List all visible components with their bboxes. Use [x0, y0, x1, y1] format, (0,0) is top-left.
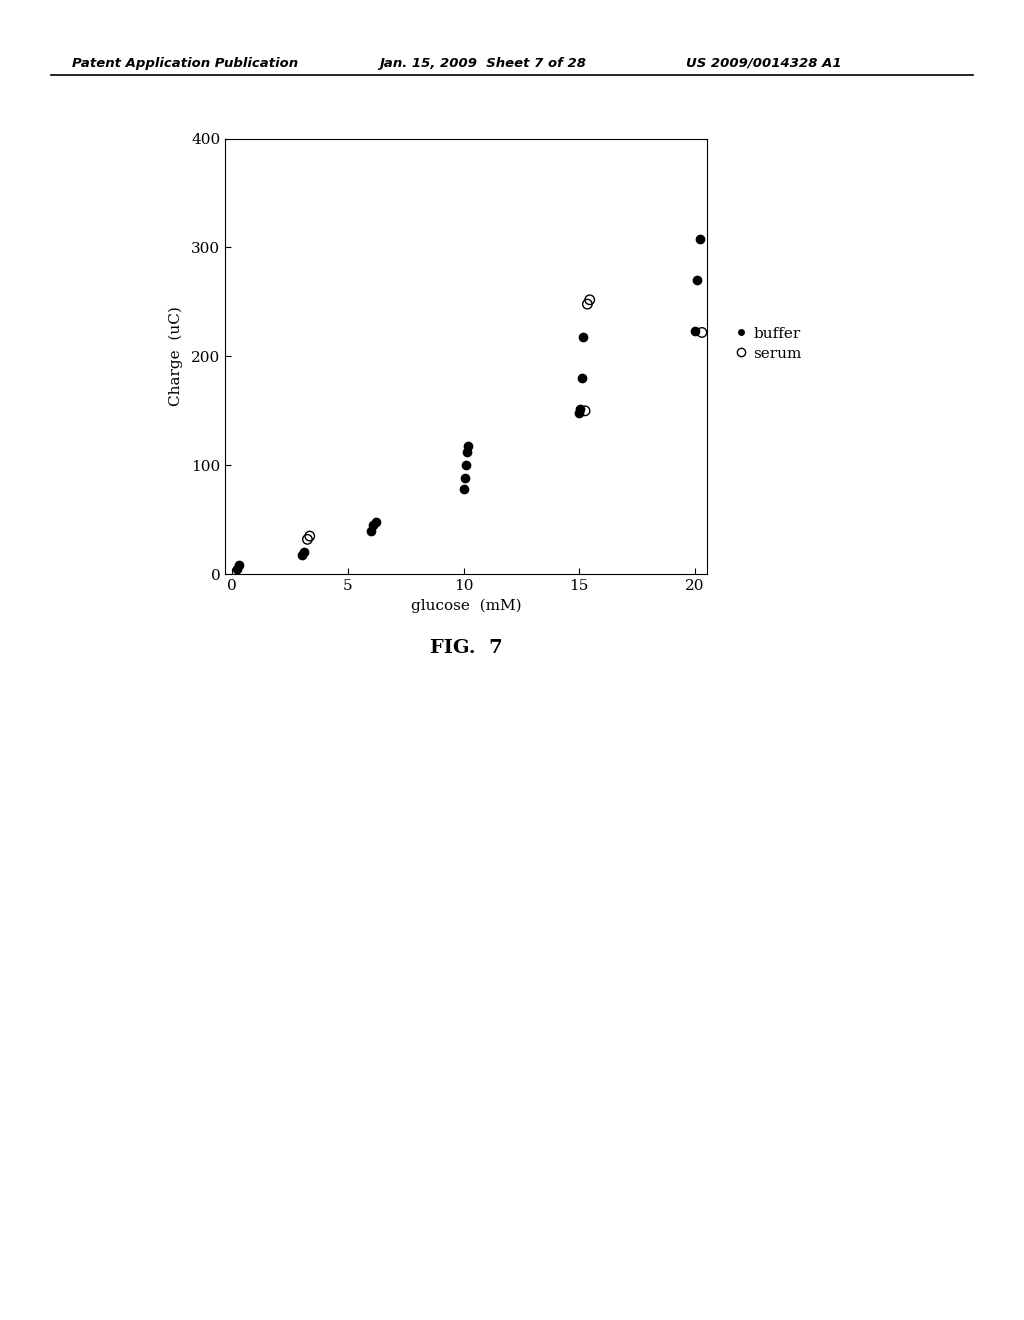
X-axis label: glucose  (mM): glucose (mM) [411, 598, 521, 612]
Point [572, 399, 589, 420]
Point [368, 511, 384, 532]
Point [228, 558, 245, 579]
Text: Patent Application Publication: Patent Application Publication [72, 57, 298, 70]
Point [459, 442, 475, 463]
Point [580, 293, 596, 314]
Point [299, 529, 315, 550]
Point [693, 322, 710, 343]
Point [571, 403, 588, 424]
Legend: buffer, serum: buffer, serum [729, 321, 808, 367]
Text: FIG.  7: FIG. 7 [430, 639, 502, 657]
Point [301, 525, 317, 546]
Point [573, 367, 590, 388]
Point [687, 321, 703, 342]
Point [362, 520, 379, 541]
Text: US 2009/0014328 A1: US 2009/0014328 A1 [686, 57, 842, 70]
Point [577, 400, 593, 421]
Text: Jan. 15, 2009  Sheet 7 of 28: Jan. 15, 2009 Sheet 7 of 28 [379, 57, 586, 70]
Point [231, 554, 248, 576]
Point [366, 515, 382, 536]
Point [458, 454, 474, 475]
Point [582, 289, 598, 310]
Point [456, 479, 472, 500]
Point [294, 544, 310, 565]
Point [691, 228, 708, 249]
Point [460, 436, 476, 457]
Point [689, 269, 706, 290]
Point [296, 543, 312, 564]
Y-axis label: Charge  (uC): Charge (uC) [168, 306, 183, 407]
Point [574, 326, 591, 347]
Point [457, 467, 473, 488]
